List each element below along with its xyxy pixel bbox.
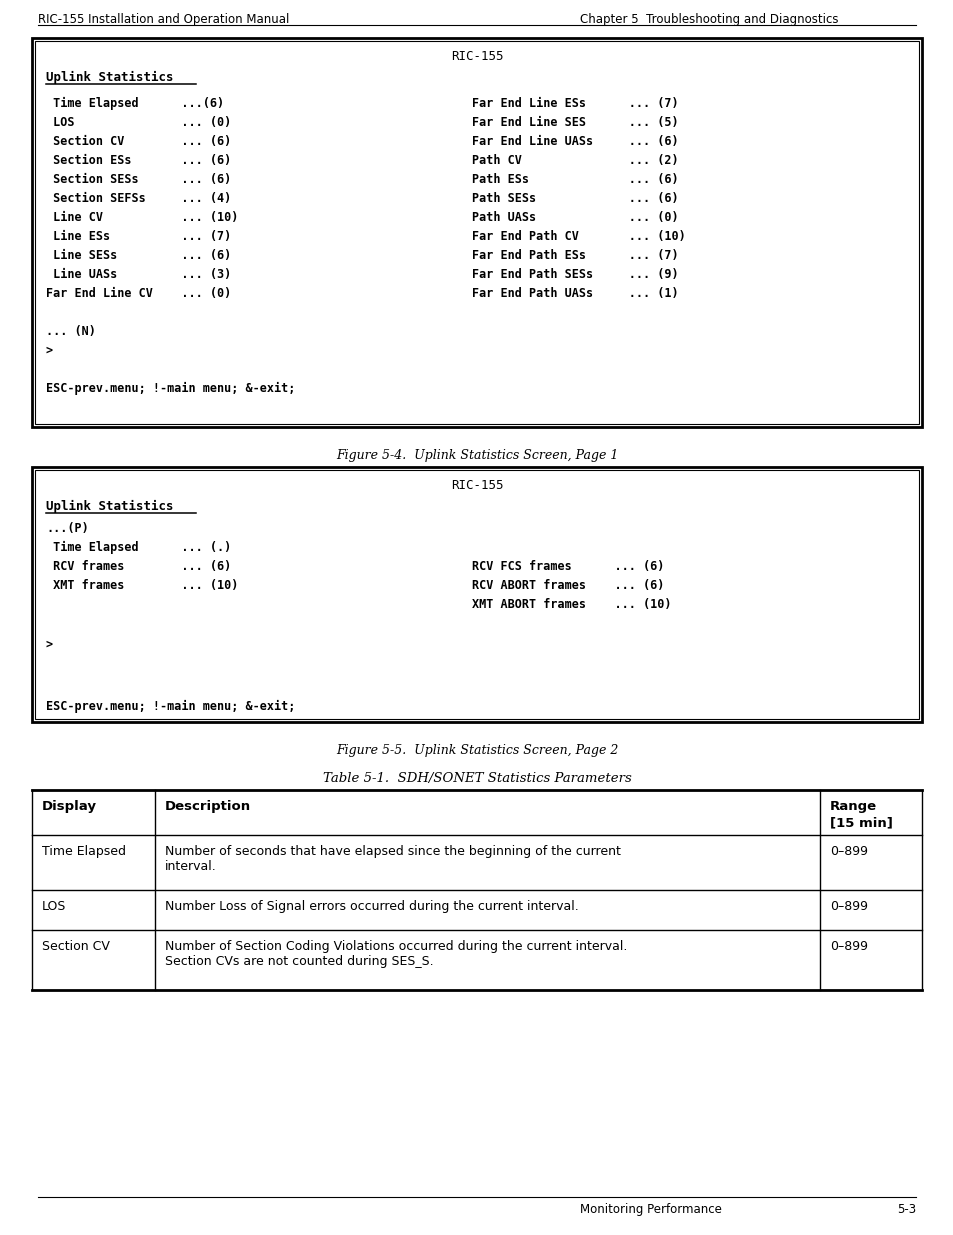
Bar <box>32 467 921 722</box>
Text: interval.: interval. <box>165 860 216 873</box>
Text: Uplink Statistics: Uplink Statistics <box>46 500 173 513</box>
Text: Section CV: Section CV <box>42 940 110 953</box>
Text: LOS: LOS <box>42 900 67 913</box>
Text: Range: Range <box>829 800 876 813</box>
Text: 0–899: 0–899 <box>829 845 867 858</box>
Text: Figure 5-4.  Uplink Statistics Screen, Page 1: Figure 5-4. Uplink Statistics Screen, Pa… <box>335 450 618 462</box>
Text: RCV FCS frames      ... (6): RCV FCS frames ... (6) <box>472 559 663 573</box>
Text: Section SESs      ... (6): Section SESs ... (6) <box>46 173 231 186</box>
Text: LOS               ... (0): LOS ... (0) <box>46 116 231 128</box>
Text: RIC-155 Installation and Operation Manual: RIC-155 Installation and Operation Manua… <box>38 14 289 26</box>
Text: Section CV        ... (6): Section CV ... (6) <box>46 135 231 148</box>
Text: Number of Section Coding Violations occurred during the current interval.: Number of Section Coding Violations occu… <box>165 940 627 953</box>
Text: Monitoring Performance: Monitoring Performance <box>579 1203 721 1216</box>
Text: Far End Line SES      ... (5): Far End Line SES ... (5) <box>472 116 678 128</box>
Text: ...(P): ...(P) <box>46 522 89 535</box>
Text: Uplink Statistics: Uplink Statistics <box>46 70 173 84</box>
Bar <box>32 38 921 427</box>
Text: XMT ABORT frames    ... (10): XMT ABORT frames ... (10) <box>472 598 671 611</box>
Text: RIC-155: RIC-155 <box>450 49 503 63</box>
Text: Far End Path SESs     ... (9): Far End Path SESs ... (9) <box>472 268 678 282</box>
Text: Section CVs are not counted during SES_S.: Section CVs are not counted during SES_S… <box>165 955 434 968</box>
Text: >: > <box>46 345 53 357</box>
Text: ... (N): ... (N) <box>46 325 95 338</box>
Text: 5-3: 5-3 <box>896 1203 915 1216</box>
Text: >: > <box>46 638 53 651</box>
Text: Time Elapsed: Time Elapsed <box>42 845 126 858</box>
Text: Far End Path ESs      ... (7): Far End Path ESs ... (7) <box>472 249 678 262</box>
Text: [15 min]: [15 min] <box>829 816 892 829</box>
Text: Path ESs              ... (6): Path ESs ... (6) <box>472 173 678 186</box>
Text: Time Elapsed      ... (.): Time Elapsed ... (.) <box>46 541 231 555</box>
Text: Line SESs         ... (6): Line SESs ... (6) <box>46 249 231 262</box>
Text: Far End Line CV    ... (0): Far End Line CV ... (0) <box>46 287 231 300</box>
Bar <box>35 471 918 719</box>
Text: ESC-prev.menu; !-main menu; &-exit;: ESC-prev.menu; !-main menu; &-exit; <box>46 382 295 395</box>
Text: Path UASs             ... (0): Path UASs ... (0) <box>472 211 678 224</box>
Text: Path CV               ... (2): Path CV ... (2) <box>472 154 678 167</box>
Text: Path SESs             ... (6): Path SESs ... (6) <box>472 191 678 205</box>
Text: Line CV           ... (10): Line CV ... (10) <box>46 211 238 224</box>
Text: Time Elapsed      ...(6): Time Elapsed ...(6) <box>46 98 224 110</box>
Text: 0–899: 0–899 <box>829 940 867 953</box>
Text: Number Loss of Signal errors occurred during the current interval.: Number Loss of Signal errors occurred du… <box>165 900 578 913</box>
Text: Number of seconds that have elapsed since the beginning of the current: Number of seconds that have elapsed sinc… <box>165 845 620 858</box>
Text: RIC-155: RIC-155 <box>450 479 503 492</box>
Text: RCV ABORT frames    ... (6): RCV ABORT frames ... (6) <box>472 579 663 592</box>
Text: 0–899: 0–899 <box>829 900 867 913</box>
Text: Far End Line UASs     ... (6): Far End Line UASs ... (6) <box>472 135 678 148</box>
Text: Section ESs       ... (6): Section ESs ... (6) <box>46 154 231 167</box>
Text: XMT frames        ... (10): XMT frames ... (10) <box>46 579 238 592</box>
Text: Line ESs          ... (7): Line ESs ... (7) <box>46 230 231 243</box>
Text: Display: Display <box>42 800 97 813</box>
Text: Chapter 5  Troubleshooting and Diagnostics: Chapter 5 Troubleshooting and Diagnostic… <box>579 14 838 26</box>
Text: Line UASs         ... (3): Line UASs ... (3) <box>46 268 231 282</box>
Text: Far End Path CV       ... (10): Far End Path CV ... (10) <box>472 230 685 243</box>
Text: RCV frames        ... (6): RCV frames ... (6) <box>46 559 231 573</box>
Text: Far End Path UASs     ... (1): Far End Path UASs ... (1) <box>472 287 678 300</box>
Text: Section SEFSs     ... (4): Section SEFSs ... (4) <box>46 191 231 205</box>
Text: ESC-prev.menu; !-main menu; &-exit;: ESC-prev.menu; !-main menu; &-exit; <box>46 700 295 713</box>
Text: Table 5-1.  SDH/SONET Statistics Parameters: Table 5-1. SDH/SONET Statistics Paramete… <box>322 772 631 785</box>
Text: Far End Line ESs      ... (7): Far End Line ESs ... (7) <box>472 98 678 110</box>
Bar <box>35 41 918 424</box>
Text: Description: Description <box>165 800 251 813</box>
Text: Figure 5-5.  Uplink Statistics Screen, Page 2: Figure 5-5. Uplink Statistics Screen, Pa… <box>335 743 618 757</box>
